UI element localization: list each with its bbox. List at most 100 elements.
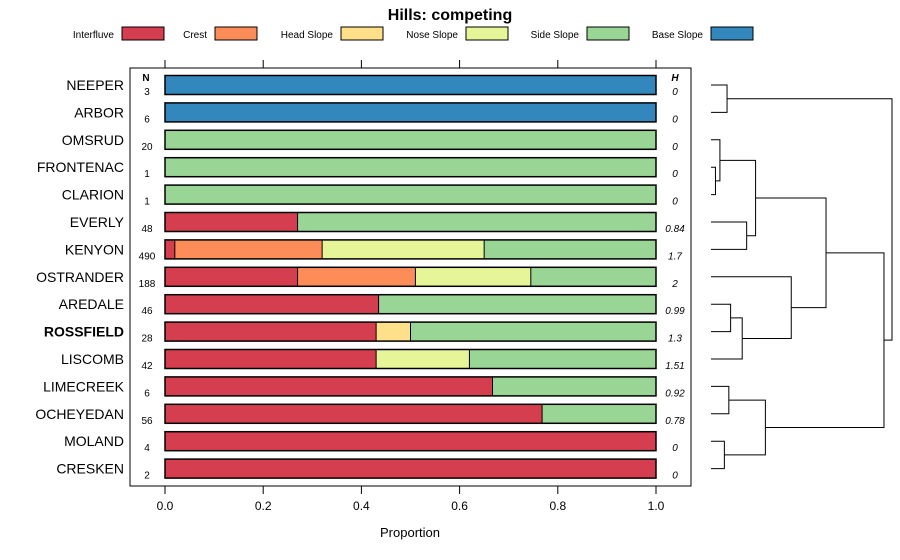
dendrogram	[711, 84, 893, 470]
row-liscomb: LISCOMB 42 1.51	[61, 348, 685, 372]
x-tick-label-1: 0.2	[255, 499, 272, 513]
legend-label-base-slope: Base Slope	[652, 30, 704, 41]
bar-segment-side-slope	[165, 185, 656, 205]
bar-segment-interfluve	[165, 376, 493, 396]
bar-segment-crest	[174, 239, 323, 259]
dendrogram-link-m3	[711, 84, 728, 113]
x-tick-label-2: 0.4	[353, 499, 370, 513]
top-axis-ticks	[164, 60, 657, 68]
row-n-value: 4	[144, 443, 150, 454]
row-rossfield: ROSSFIELD 28 1.3	[44, 321, 682, 345]
row-h-value: 0	[672, 114, 678, 125]
bar-segment-crest	[297, 267, 416, 287]
row-omsrud: OMSRUD 20 0	[62, 129, 678, 153]
bar-outline	[164, 74, 657, 96]
row-label: OCHEYEDAN	[35, 406, 124, 422]
legend-label-nose-slope: Nose Slope	[406, 30, 458, 41]
bar-segment-side-slope	[484, 239, 656, 259]
row-label: MOLAND	[64, 433, 124, 449]
dendrogram-link-m1	[711, 166, 716, 196]
bar-outline	[164, 293, 657, 315]
row-n-value: 48	[141, 224, 153, 235]
row-h-value: 0.99	[665, 306, 685, 317]
row-h-value: 1.3	[668, 334, 682, 345]
bar-segment-interfluve	[165, 239, 175, 259]
x-tick-label-4: 0.8	[549, 499, 566, 513]
row-n-value: 1	[144, 169, 150, 180]
x-tick-label-0: 0.0	[157, 499, 174, 513]
row-h-value: 0	[672, 87, 678, 98]
row-aredale: AREDALE 46 0.99	[59, 293, 685, 317]
plot-frame	[129, 67, 692, 487]
dendrogram-link-m9	[719, 159, 757, 237]
row-neeper: NEEPER 3 0	[66, 74, 678, 98]
row-h-value: 0	[672, 142, 678, 153]
row-ostrander: OSTRANDER 188 2	[36, 266, 678, 290]
dendrogram-link-m11	[724, 399, 766, 456]
bar-segment-base-slope	[165, 75, 656, 95]
row-h-value: 1.7	[668, 251, 682, 262]
bar-segment-nose-slope	[322, 239, 485, 259]
bar-outline	[164, 102, 657, 123]
bar-outline	[164, 129, 657, 151]
chart-title: Hills: competing	[388, 7, 512, 24]
row-everly: EVERLY 48 0.84	[70, 211, 685, 235]
row-n-value: 1	[144, 197, 150, 208]
legend-swatch-head-slope	[340, 26, 384, 41]
bar-segment-side-slope	[297, 212, 656, 232]
bar-segment-side-slope	[469, 349, 656, 369]
dendrogram-link-m8	[711, 317, 743, 360]
row-h-value: 0	[672, 197, 678, 208]
bar-segment-side-slope	[410, 322, 656, 342]
bar-outline	[164, 239, 657, 260]
bar-outline	[164, 376, 657, 397]
bar-segment-side-slope	[378, 294, 656, 314]
row-label: LISCOMB	[61, 351, 124, 367]
bar-outline	[164, 458, 657, 479]
dendrogram-link-m6	[711, 385, 730, 415]
row-n-value: 188	[139, 279, 156, 290]
row-n-value: 42	[141, 361, 153, 372]
h-column-header: H	[671, 73, 679, 84]
row-n-value: 46	[141, 306, 153, 317]
bar-outline	[164, 266, 657, 288]
row-ocheyedan: OCHEYEDAN 56 0.78	[35, 403, 685, 427]
x-axis-title: Proportion	[380, 525, 440, 540]
bar-segment-side-slope	[492, 376, 656, 396]
row-n-value: 6	[144, 388, 150, 399]
dendrogram-link-m5	[711, 440, 725, 470]
legend-swatch-side-slope	[586, 26, 630, 41]
row-n-value: 56	[141, 416, 153, 427]
row-label: OSTRANDER	[36, 269, 124, 285]
dendrogram-link-m14	[727, 98, 893, 341]
row-label: ROSSFIELD	[44, 324, 124, 340]
dendrogram-link-m13	[765, 252, 885, 428]
row-arbor: ARBOR 6 0	[74, 102, 678, 125]
legend-label-interfluve: Interfluve	[73, 30, 115, 41]
bar-outline	[164, 156, 657, 178]
x-axis: 0.0 0.2 0.4 0.6 0.8 1.0	[157, 486, 665, 513]
legend-swatch-crest	[214, 26, 258, 41]
bar-outline	[164, 403, 657, 425]
row-h-value: 0.84	[665, 224, 685, 235]
row-label: FRONTENAC	[37, 159, 124, 175]
bar-segment-nose-slope	[415, 267, 531, 287]
row-h-value: 0	[672, 471, 678, 482]
x-tick-label-5: 1.0	[648, 499, 665, 513]
bar-outline	[164, 321, 657, 342]
x-tick-label-3: 0.6	[451, 499, 468, 513]
row-clarion: CLARION 1 0	[62, 184, 678, 208]
legend-swatch-nose-slope	[465, 26, 509, 41]
bar-segment-head-slope	[376, 322, 411, 342]
bar-segment-side-slope	[542, 404, 656, 424]
row-h-value: 2	[671, 279, 678, 290]
bar-segment-interfluve	[165, 322, 377, 342]
row-kenyon: KENYON 490 1.7	[65, 239, 682, 262]
row-label: ARBOR	[74, 104, 124, 120]
row-label: AREDALE	[59, 296, 124, 312]
row-n-value: 20	[141, 142, 153, 153]
row-label: EVERLY	[70, 214, 125, 230]
row-label: LIMECREEK	[43, 378, 125, 394]
row-frontenac: FRONTENAC 1 0	[37, 156, 678, 180]
